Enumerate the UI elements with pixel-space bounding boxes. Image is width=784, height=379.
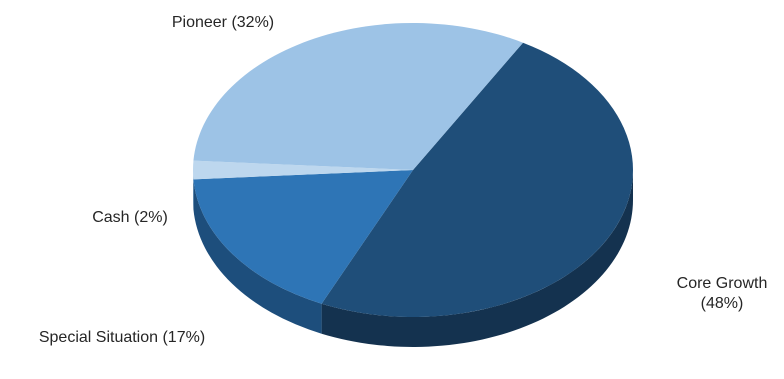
pie-label-line: Cash (2%) [92,209,168,226]
pie-label-line: (48%) [701,295,744,312]
pie-slice-pioneer[interactable] [193,23,523,170]
pie-label-line: Special Situation (17%) [39,329,205,346]
pie-side-special-situation [193,179,322,334]
pie-labels: Core Growth (48%) Special Situation (17%) C… [39,14,768,346]
pie-slice-cash[interactable] [193,160,413,180]
pie-label-line: Pioneer (32%) [172,14,274,31]
pie-sides [193,170,633,347]
pie-slices [193,23,634,317]
pie-label-pioneer: Pioneer (32%) [172,14,274,31]
pie-slice-special-situation[interactable] [193,170,413,304]
pie-label-special-situation: Special Situation (17%) [39,329,205,346]
pie-slice-core-growth[interactable] [321,42,634,317]
pie-label-line: Core Growth [677,275,768,292]
pie-label-cash: Cash (2%) [92,209,168,226]
pie-label-core-growth: Core Growth (48%) [677,275,768,312]
pie-side-core-growth [321,170,633,347]
